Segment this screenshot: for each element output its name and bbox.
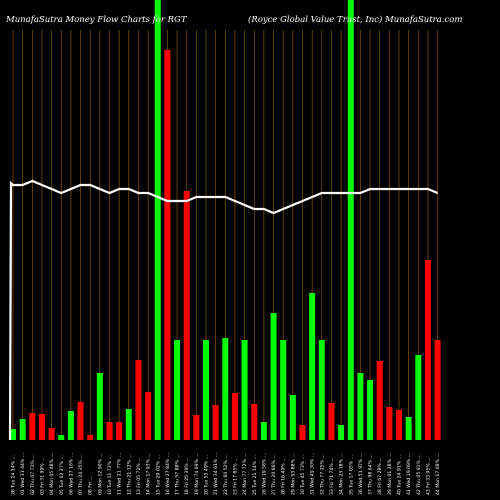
x-tick-label: 10 Tue 11 72% ... (107, 455, 113, 495)
bar-8 (87, 435, 94, 440)
x-tick-label: 18 Fri 25 39% ... (184, 457, 190, 495)
x-tick-label: 13 Fri 05 72% ... (136, 457, 142, 495)
x-tick-label: 07 Thu 24 35% ... (78, 454, 84, 495)
bar-10 (106, 422, 113, 440)
x-tick-label: 06 Wed 27 16% ... (68, 453, 74, 495)
bar-22 (222, 338, 229, 440)
bar-31 (309, 293, 316, 440)
x-tick-label: 43 Fri 33 95% ... (425, 457, 431, 495)
bar-39 (386, 407, 393, 440)
bar-24 (241, 340, 248, 440)
bar-27 (270, 313, 277, 440)
x-tick-label: 31 Wed 49 30% ... (310, 453, 316, 495)
x-tick-label: 25 Tue 21 14% ... (252, 455, 258, 495)
bar-26 (260, 422, 267, 440)
bar-36 (357, 373, 364, 440)
x-tick-label: 28 Tue 24 14% ... (11, 455, 17, 495)
bar-11 (116, 422, 123, 440)
x-tick-label: 37 Thu 98 64% ... (368, 454, 374, 495)
bar-29 (289, 395, 296, 440)
bar-23 (231, 393, 238, 440)
bar-14 (145, 392, 152, 440)
x-tick-label: 34 Mon 23 18% ... (339, 453, 345, 495)
bar-32 (318, 340, 325, 440)
x-tick-label: 12 Thu 21 12% ... (126, 454, 132, 495)
x-tick-label: 04 Mon 05 48% ... (49, 453, 55, 495)
bar-2 (29, 413, 36, 440)
bar-44 (434, 340, 441, 440)
x-tick-label: 33 Fri 71 74% ... (329, 457, 335, 495)
bar-41 (405, 417, 412, 440)
bar-0 (10, 429, 16, 440)
x-tick-label: 23 Fri 17 85% ... (232, 457, 238, 495)
x-tick-label: 40 Tue 24 91% ... (397, 455, 403, 495)
bar-12 (125, 409, 132, 440)
x-tick-label: 19 Mon 74 69% ... (194, 453, 200, 495)
x-tick-label: 38 Fri 67 29% ... (377, 457, 383, 495)
x-tick-label: 44 Mon 17 09% ... (435, 453, 441, 495)
bar-28 (280, 340, 287, 440)
bar-43 (424, 260, 431, 440)
bar-4 (48, 428, 55, 440)
x-tick-label: 14 Mon 17 93% ... (146, 453, 152, 495)
x-tick-label: 39 Mon 01 28% ... (387, 453, 393, 495)
bar-5 (58, 435, 65, 440)
bar-3 (38, 414, 45, 440)
x-tick-label: 36 Wed 51 97% ... (358, 453, 364, 495)
bar-25 (251, 404, 258, 440)
bar-30 (299, 425, 306, 440)
x-tick-label: 28 Fri 16 49% ... (281, 457, 287, 495)
x-tick-label: 27 Thu 20 86% ... (271, 454, 277, 495)
bars (10, 0, 441, 440)
x-tick-label: 05 Tue 02 27% ... (59, 455, 65, 495)
bar-1 (19, 419, 26, 440)
x-tick-label: 08 Fri ... (88, 476, 94, 495)
bar-6 (67, 411, 74, 440)
bar-17 (174, 340, 181, 440)
bar-21 (212, 405, 219, 440)
bar-19 (193, 415, 200, 440)
bar-9 (96, 373, 103, 440)
x-tick-labels: 28 Tue 24 14% ... 01 Wed 31 44% ... 02 Thu… (11, 453, 442, 495)
x-tick-label: 41 Wed 19 09% ... (406, 453, 412, 495)
bar-37 (367, 380, 374, 440)
bar-38 (376, 361, 383, 440)
bar-42 (415, 355, 422, 440)
x-tick-label: 16 Wed 27 84% ... (165, 453, 171, 495)
x-tick-label: 20 Tue 53 49% ... (204, 455, 210, 495)
bar-40 (396, 410, 402, 440)
x-tick-label: 35 Tue 17 05% ... (348, 455, 354, 495)
x-tick-label: 11 Wed 21 77% ... (117, 453, 123, 495)
x-tick-label: 02 Thu 07 72% ... (30, 454, 36, 495)
x-tick-label: 32 Thu 77 25% ... (319, 454, 325, 495)
bar-16 (164, 50, 171, 440)
bar-34 (338, 425, 345, 440)
x-tick-label: 17 Thu 57 88% ... (175, 454, 181, 495)
x-tick-label: 03 Fri 31 99% ... (39, 457, 45, 495)
x-tick-label: 09 Mon 12 90% ... (97, 453, 103, 495)
bar-7 (77, 402, 84, 440)
x-tick-label: 26 Wed 19 58% ... (261, 453, 267, 495)
x-tick-label: 30 Tue 45 73% ... (300, 455, 306, 495)
x-tick-label: 15 Tue 29 02% ... (155, 455, 161, 495)
bar-13 (135, 360, 142, 440)
bar-18 (183, 191, 190, 440)
x-tick-label: 29 Mon 93 88% ... (290, 453, 296, 495)
bar-33 (328, 403, 335, 440)
bar-15 (154, 0, 161, 440)
chart-subtitle: (Royce Global Value Trust, Inc) MunafaSu… (248, 14, 462, 25)
x-tick-label: 01 Wed 31 44% ... (20, 453, 26, 495)
x-tick-label: 42 Thu 05 91% ... (416, 454, 422, 495)
bar-20 (203, 340, 209, 440)
x-tick-label: 24 Mon 77 72% ... (242, 453, 248, 495)
x-tick-label: 21 Wed 34 61% ... (213, 453, 219, 495)
chart-title: MunafaSutra Money Flow Charts for RGT (5, 15, 188, 25)
bar-35 (347, 0, 354, 440)
money-flow-line (8, 179, 439, 441)
x-tick-label: 22 Thu 60 52% ... (223, 454, 229, 495)
